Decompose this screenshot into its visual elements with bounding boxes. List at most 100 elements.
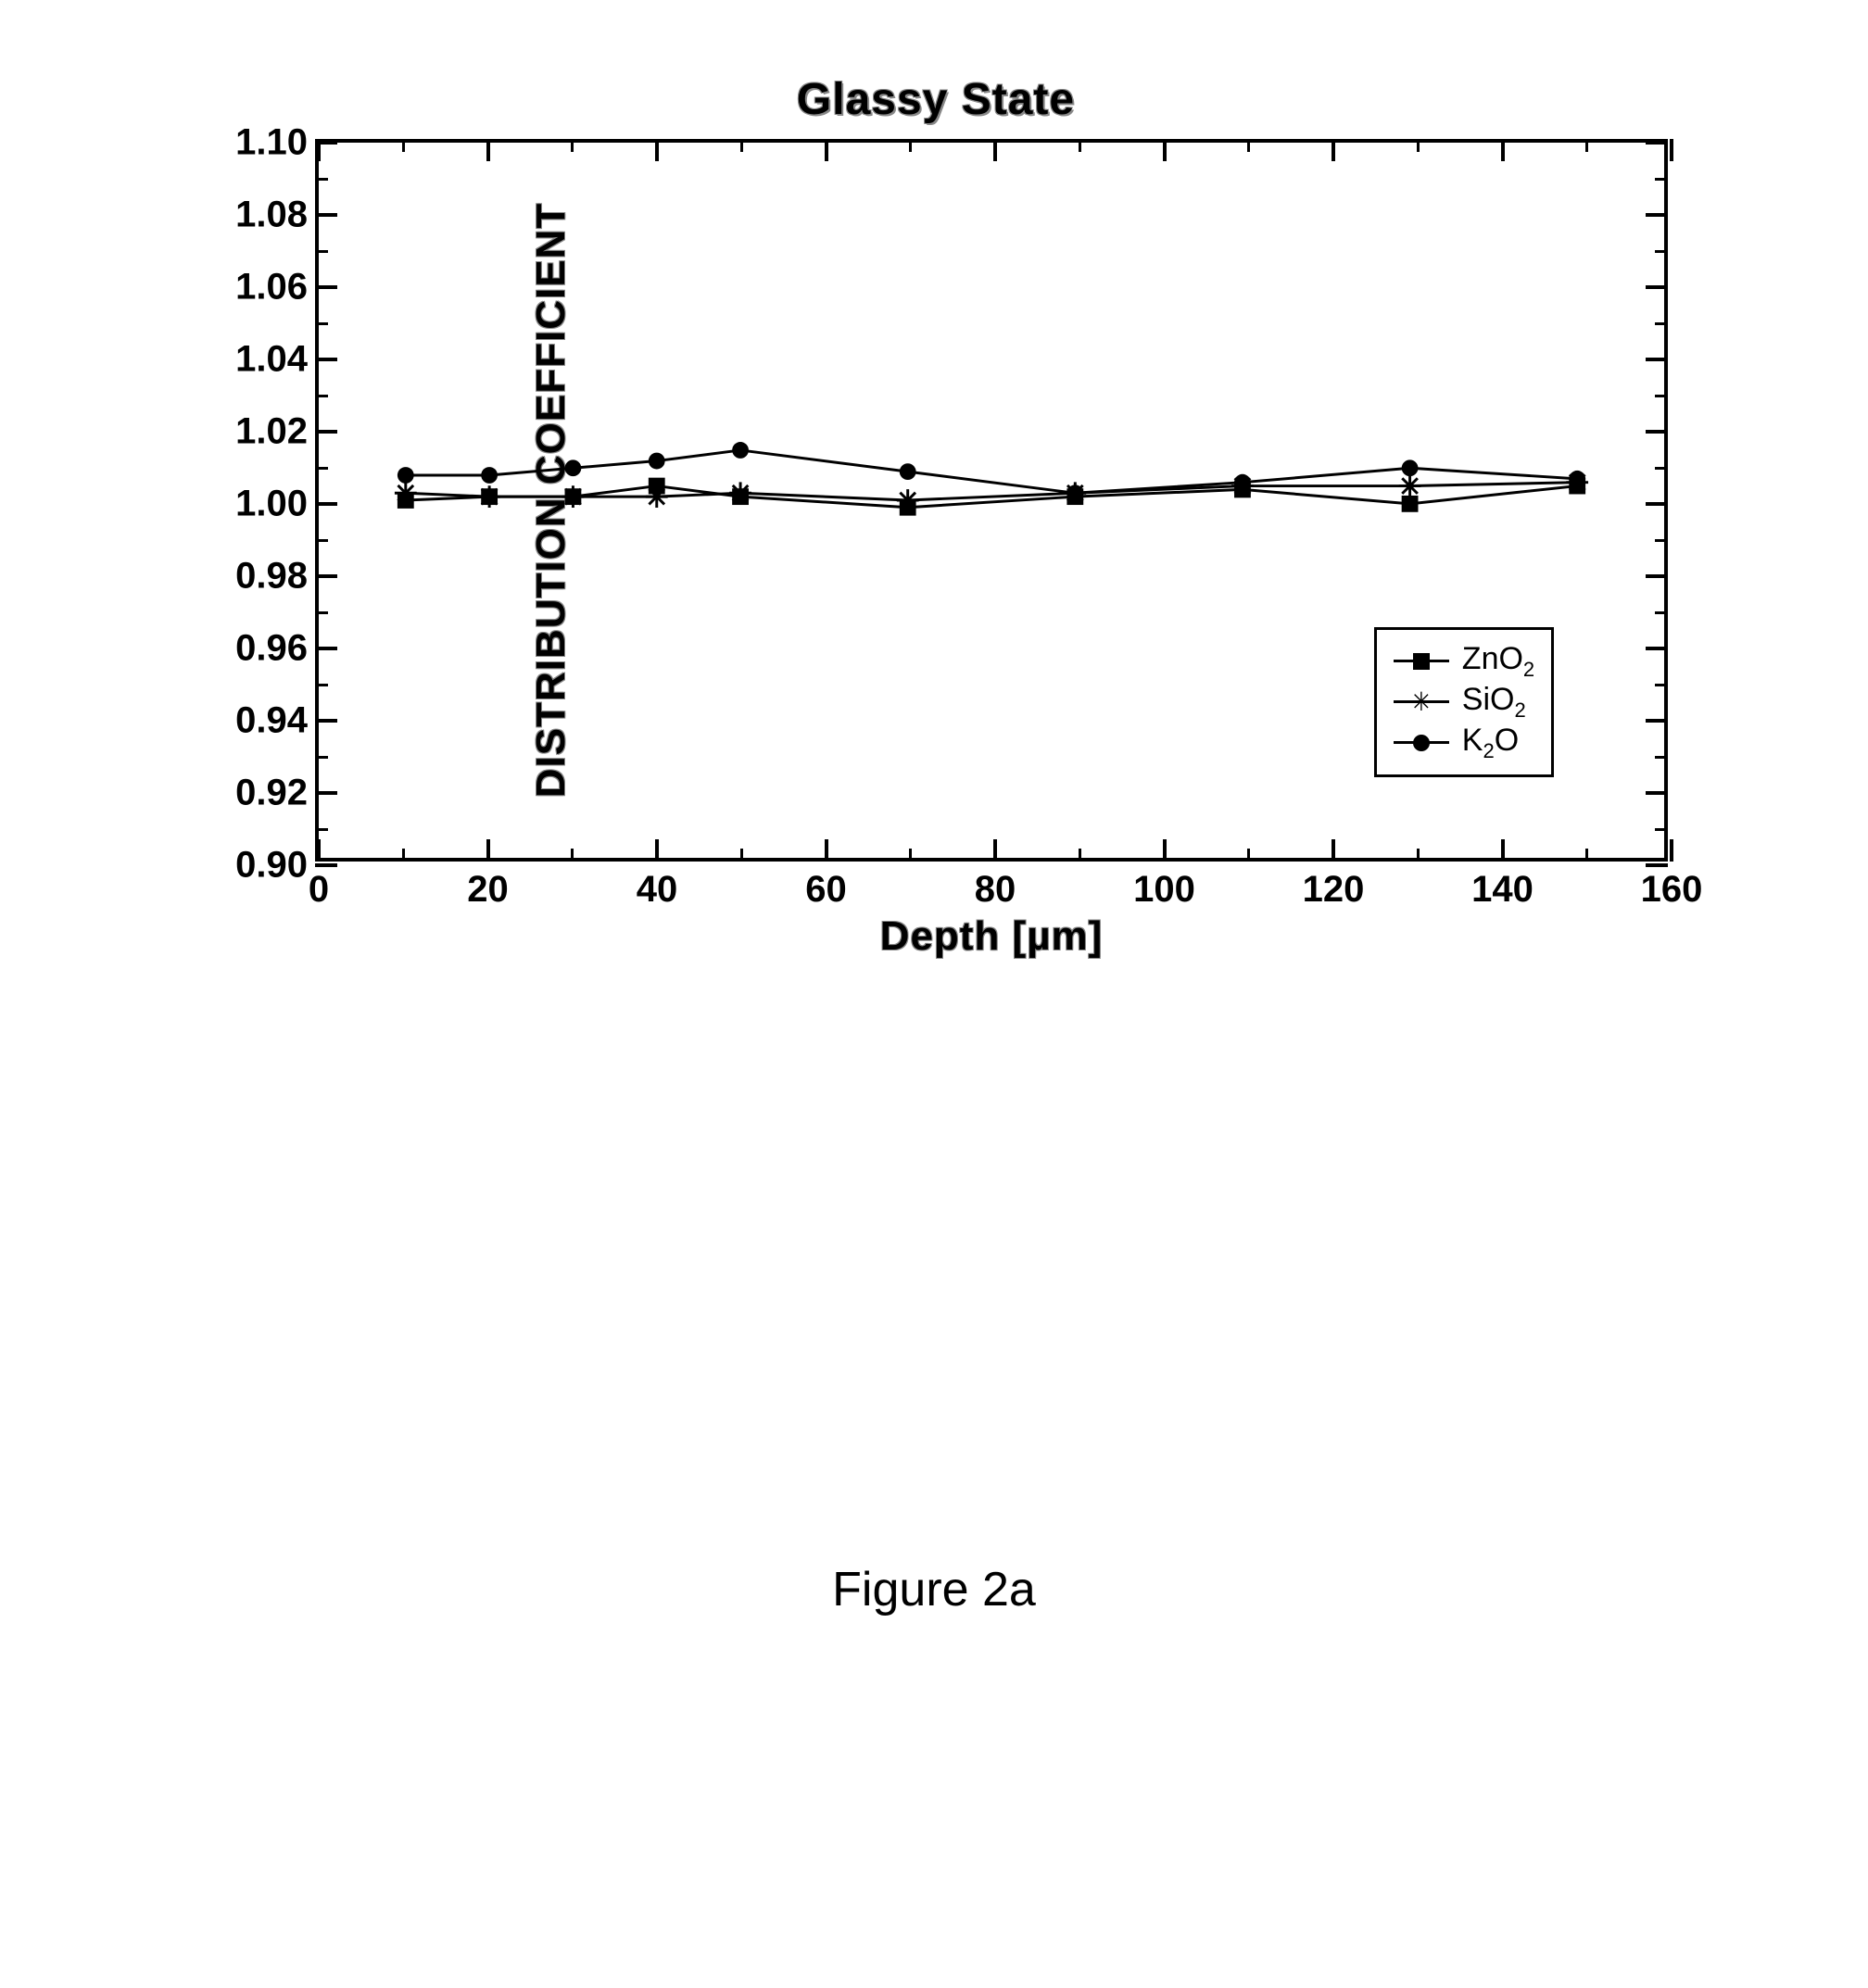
legend-line-icon	[1394, 741, 1449, 744]
y-tick-minor	[1655, 467, 1668, 470]
x-tick	[1670, 139, 1673, 161]
x-tick	[825, 839, 828, 862]
legend-item: ✳ SiO2	[1394, 682, 1534, 723]
series-marker	[897, 489, 919, 511]
series-marker	[646, 485, 668, 508]
y-tick	[315, 647, 337, 650]
y-tick-minor	[315, 756, 328, 759]
x-tick-label: 80	[975, 869, 1016, 911]
y-tick-minor	[1655, 322, 1668, 325]
y-tick	[1646, 863, 1668, 867]
x-tick	[993, 839, 997, 862]
x-tick-minor	[740, 849, 743, 862]
legend-marker-icon: ✳	[1410, 689, 1432, 715]
y-tick	[1646, 430, 1668, 434]
x-tick	[1501, 139, 1505, 161]
x-tick	[1670, 839, 1673, 862]
y-tick-minor	[315, 611, 328, 614]
x-tick	[1332, 839, 1335, 862]
y-tick-minor	[1655, 611, 1668, 614]
y-tick-minor	[315, 395, 328, 397]
x-tick-minor	[1247, 849, 1250, 862]
legend-marker-icon	[1413, 735, 1430, 751]
x-tick-minor	[571, 139, 574, 152]
x-tick	[1163, 839, 1167, 862]
x-tick-minor	[571, 849, 574, 862]
y-tick	[1646, 285, 1668, 289]
legend-item: ZnO2	[1394, 641, 1534, 682]
x-tick	[317, 139, 321, 161]
x-tick-minor	[1247, 139, 1250, 152]
chart-title: Glassy State	[797, 74, 1075, 125]
y-tick-label: 1.02	[235, 411, 308, 453]
y-tick-label: 1.10	[235, 122, 308, 164]
y-tick	[1646, 502, 1668, 506]
legend-item: K2O	[1394, 723, 1534, 763]
y-tick-label: 0.96	[235, 628, 308, 670]
series-marker	[1569, 471, 1585, 487]
y-tick-label: 0.92	[235, 773, 308, 814]
x-tick-minor	[402, 849, 405, 862]
y-tick-minor	[1655, 395, 1668, 397]
x-tick-minor	[909, 849, 912, 862]
series-marker	[1399, 475, 1421, 497]
y-tick	[315, 358, 337, 361]
y-tick-minor	[315, 828, 328, 831]
x-tick-minor	[1585, 849, 1588, 862]
x-tick-label: 100	[1133, 869, 1195, 911]
legend-label: SiO2	[1462, 682, 1526, 723]
x-tick-minor	[1417, 849, 1420, 862]
y-tick-label: 1.00	[235, 484, 308, 525]
y-tick	[1646, 791, 1668, 795]
y-tick	[1646, 647, 1668, 650]
y-tick-minor	[1655, 828, 1668, 831]
y-tick	[1646, 358, 1668, 361]
x-tick	[1332, 139, 1335, 161]
x-tick-label: 120	[1303, 869, 1365, 911]
y-tick-minor	[1655, 539, 1668, 542]
chart-container: Glassy State DISTRIBUTION COEFFICIENT De…	[148, 74, 1723, 1000]
y-tick-minor	[1655, 684, 1668, 686]
series-marker	[1402, 496, 1419, 512]
x-tick-minor	[1585, 139, 1588, 152]
x-axis-label: Depth [µm]	[880, 913, 1104, 960]
x-tick	[317, 839, 321, 862]
x-tick	[655, 839, 659, 862]
legend-line-icon	[1394, 660, 1449, 662]
series-marker	[1234, 474, 1251, 491]
series-marker	[565, 459, 582, 476]
series-marker	[1402, 459, 1419, 476]
series-marker	[732, 442, 749, 459]
series-marker	[900, 463, 916, 480]
series-marker	[398, 467, 414, 484]
legend-line-icon: ✳	[1394, 700, 1449, 703]
legend-box: ZnO2 ✳ SiO2K2O	[1374, 627, 1554, 777]
y-tick-minor	[315, 322, 328, 325]
y-tick	[1646, 719, 1668, 723]
y-tick	[1646, 213, 1668, 217]
x-tick-minor	[402, 139, 405, 152]
x-tick-label: 0	[309, 869, 329, 911]
y-tick	[1646, 574, 1668, 578]
x-tick	[1163, 139, 1167, 161]
y-tick-label: 0.98	[235, 556, 308, 598]
x-tick-minor	[1417, 139, 1420, 152]
y-tick-label: 1.04	[235, 339, 308, 381]
legend-label: ZnO2	[1462, 641, 1534, 682]
x-tick-label: 140	[1471, 869, 1534, 911]
x-tick	[486, 839, 490, 862]
y-tick	[315, 285, 337, 289]
y-tick-minor	[315, 539, 328, 542]
y-tick-minor	[315, 250, 328, 253]
y-tick	[315, 502, 337, 506]
y-tick	[315, 719, 337, 723]
y-tick	[315, 430, 337, 434]
y-tick-label: 0.90	[235, 845, 308, 887]
x-tick	[486, 139, 490, 161]
series-marker	[1067, 484, 1083, 501]
x-tick	[655, 139, 659, 161]
legend-marker-icon	[1413, 653, 1430, 670]
y-tick	[315, 574, 337, 578]
figure-caption: Figure 2a	[832, 1562, 1036, 1617]
plot-area: DISTRIBUTION COEFFICIENT Depth [µm] ZnO2…	[315, 139, 1668, 862]
